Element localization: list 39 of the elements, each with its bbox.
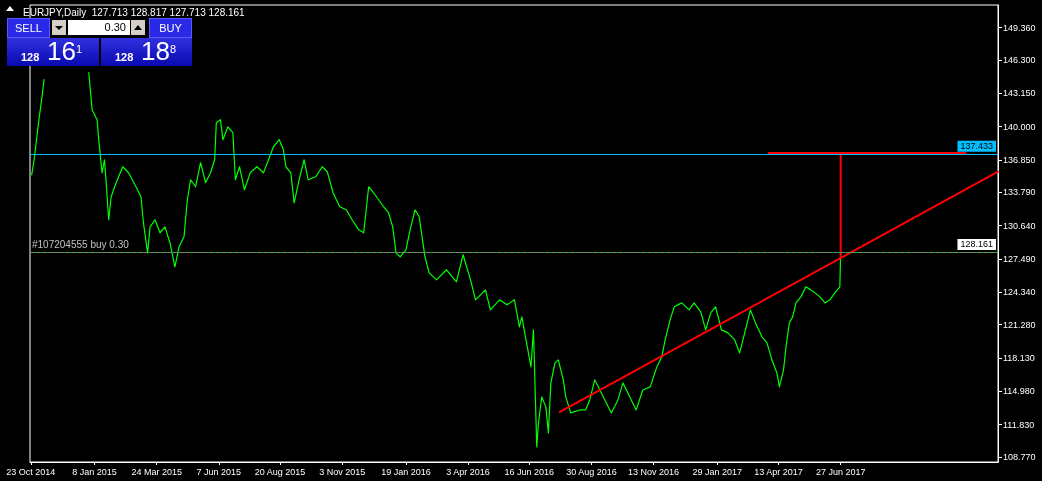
annotation: SELL xyxy=(15,22,42,34)
chart-title: EURJPY,Daily 127.713 128.817 127.713 128.161 xyxy=(23,6,246,18)
y-tick-label: 114.980 xyxy=(1003,386,1035,397)
annotation: BUY xyxy=(159,22,182,34)
ref-line-label: 128.161 xyxy=(960,239,993,250)
y-tick-label: 127.490 xyxy=(1003,253,1036,264)
annotation: 128 xyxy=(115,51,134,63)
x-tick-label: 19 Jan 2016 xyxy=(381,466,431,477)
annotation: 128 xyxy=(21,51,40,63)
annotation: 18$^{8}$ xyxy=(141,36,177,66)
y-tick-label: 140.000 xyxy=(1003,121,1036,132)
x-tick-label: 24 Mar 2015 xyxy=(131,466,182,477)
x-tick-label: 3 Apr 2016 xyxy=(446,466,490,477)
x-tick-label: 8 Jan 2015 xyxy=(72,466,117,477)
x-tick-label: 27 Jun 2017 xyxy=(815,466,866,477)
x-tick-label: 7 Jun 2015 xyxy=(196,466,242,477)
y-tick-label: 130.640 xyxy=(1003,220,1036,231)
y-tick-label: 136.850 xyxy=(1003,154,1036,165)
x-tick-label: 13 Nov 2016 xyxy=(628,466,680,477)
y-tick-label: 118.130 xyxy=(1003,353,1035,364)
y-tick-label: 124.340 xyxy=(1003,287,1036,298)
y-tick-label: 108.770 xyxy=(1003,452,1036,463)
ref-line-label: #107204555 buy 0.30 xyxy=(32,239,130,251)
y-tick-label: 121.280 xyxy=(1003,319,1036,330)
annotation: 16$^{1}$ xyxy=(47,36,83,66)
x-tick-label: 29 Jan 2017 xyxy=(692,466,743,477)
y-tick-label: 146.300 xyxy=(1003,55,1036,66)
x-tick-label: 30 Aug 2016 xyxy=(566,466,617,477)
y-tick-label: 149.360 xyxy=(1003,22,1036,33)
x-tick-label: 13 Apr 2017 xyxy=(754,466,803,477)
x-tick-label: 20 Aug 2015 xyxy=(254,466,306,477)
x-tick-label: 3 Nov 2015 xyxy=(319,466,366,477)
text-field: 0.30 xyxy=(68,20,130,35)
x-tick-label: 23 Oct 2014 xyxy=(6,466,56,477)
ref-line-label: 137.433 xyxy=(960,141,993,152)
x-tick-label: 16 Jun 2016 xyxy=(504,466,555,477)
y-tick-label: 111.830 xyxy=(1003,419,1035,430)
y-tick-label: 133.790 xyxy=(1003,187,1036,198)
y-tick-label: 143.150 xyxy=(1003,88,1036,99)
